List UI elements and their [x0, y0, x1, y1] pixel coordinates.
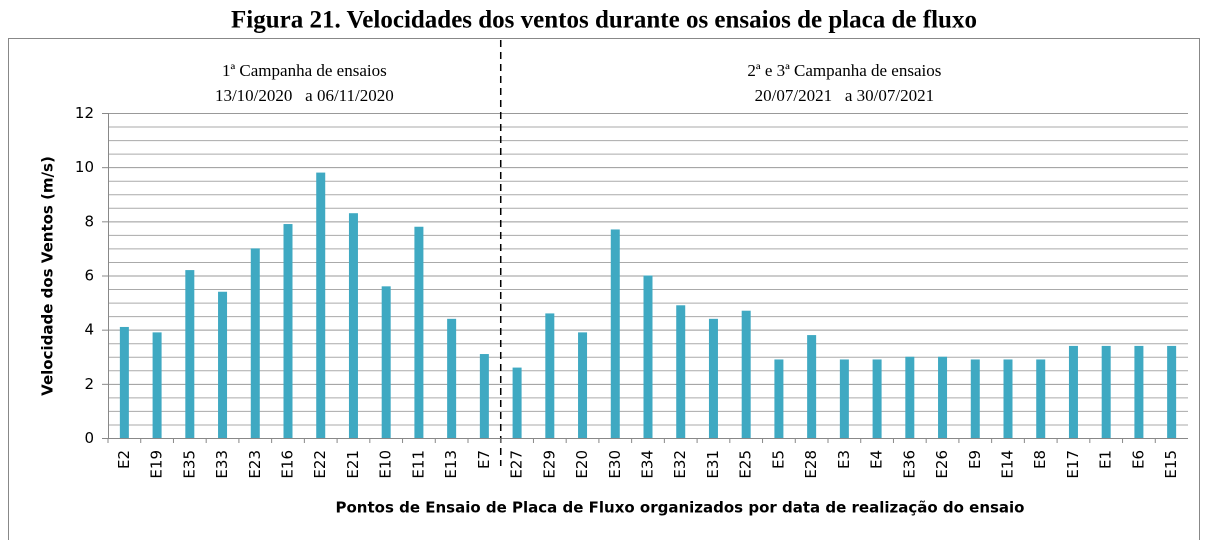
- bar: [708, 318, 718, 438]
- x-tick-label: E15: [1162, 450, 1180, 479]
- bar: [1068, 345, 1078, 438]
- x-tick-label: E28: [802, 450, 820, 479]
- x-tick-label: E34: [639, 450, 657, 479]
- bar: [545, 313, 555, 438]
- bar: [774, 359, 784, 438]
- chart-title: Figura 21. Velocidades dos ventos durant…: [231, 7, 977, 34]
- x-tick-label: E7: [475, 450, 493, 469]
- x-axis-label: Pontos de Ensaio de Placa de Fluxo organ…: [336, 499, 1025, 517]
- group-title: 2ª e 3ª Campanha de ensaios: [747, 61, 941, 80]
- y-tick-label: 8: [84, 212, 94, 230]
- bar: [479, 354, 489, 438]
- x-tick-label: E8: [1031, 450, 1049, 469]
- y-tick-label: 0: [84, 429, 94, 447]
- bar: [414, 226, 424, 438]
- x-tick-label: E30: [606, 450, 624, 479]
- bar: [872, 359, 882, 438]
- x-tick-label: E31: [704, 450, 722, 479]
- bar: [1003, 359, 1013, 438]
- chart-frame: [8, 38, 1200, 544]
- group-dates: 13/10/2020 a 06/11/2020: [215, 86, 394, 105]
- bar: [185, 270, 195, 438]
- x-tick-label: E29: [540, 450, 558, 479]
- y-axis-label: Velocidade dos Ventos (m/s): [39, 156, 57, 396]
- bar: [218, 291, 228, 438]
- x-tick-label: E20: [573, 450, 591, 479]
- bar: [938, 356, 948, 438]
- group-title: 1ª Campanha de ensaios: [222, 61, 387, 80]
- x-tick-label: E1: [1097, 450, 1115, 469]
- bar: [283, 224, 293, 438]
- y-tick-label: 4: [84, 321, 94, 339]
- bar: [578, 332, 588, 438]
- bar: [316, 172, 326, 439]
- y-tick-label: 10: [75, 158, 94, 176]
- y-tick-label: 2: [84, 375, 94, 393]
- x-tick-label: E23: [246, 450, 264, 479]
- x-tick-label: E5: [769, 450, 787, 469]
- bar: [447, 318, 457, 438]
- x-tick-label: E33: [213, 450, 231, 479]
- bar: [1134, 345, 1144, 438]
- bar: [807, 335, 817, 438]
- x-tick-label: E35: [180, 450, 198, 479]
- x-tick-label: E14: [999, 450, 1017, 479]
- x-tick-label: E26: [933, 450, 951, 479]
- x-tick-label: E16: [279, 450, 297, 479]
- bar: [839, 359, 849, 438]
- x-tick-label: E3: [835, 450, 853, 469]
- x-tick-label: E27: [508, 450, 526, 479]
- bar: [348, 213, 358, 438]
- x-tick-label: E13: [442, 450, 460, 479]
- x-tick-label: E17: [1064, 450, 1082, 479]
- bar: [119, 326, 129, 438]
- y-tick-label: 12: [75, 104, 94, 122]
- x-tick-label: E10: [377, 450, 395, 479]
- x-tick-label: E36: [900, 450, 918, 479]
- y-tick-label: 6: [84, 267, 94, 285]
- bar: [152, 332, 162, 438]
- bar: [250, 248, 260, 438]
- bar: [381, 286, 391, 438]
- x-tick-label: E9: [966, 450, 984, 469]
- bar: [970, 359, 980, 438]
- bar: [1036, 359, 1046, 438]
- x-tick-label: E32: [671, 450, 689, 479]
- bar: [741, 310, 751, 438]
- bar: [1167, 345, 1177, 438]
- x-tick-label: E21: [344, 450, 362, 479]
- x-tick-label: E19: [148, 450, 166, 479]
- x-tick-label: E4: [868, 450, 886, 469]
- x-tick-label: E11: [409, 450, 427, 479]
- bar: [676, 305, 686, 438]
- group-dates: 20/07/2021 a 30/07/2021: [755, 86, 934, 105]
- x-tick-label: E22: [311, 450, 329, 479]
- bar: [1101, 345, 1111, 438]
- bar: [905, 356, 915, 438]
- bar: [610, 229, 620, 438]
- x-tick-label: E6: [1129, 450, 1147, 469]
- x-tick-label: E2: [115, 450, 133, 469]
- x-tick-label: E25: [737, 450, 755, 479]
- bar: [512, 367, 522, 438]
- bar: [643, 275, 653, 438]
